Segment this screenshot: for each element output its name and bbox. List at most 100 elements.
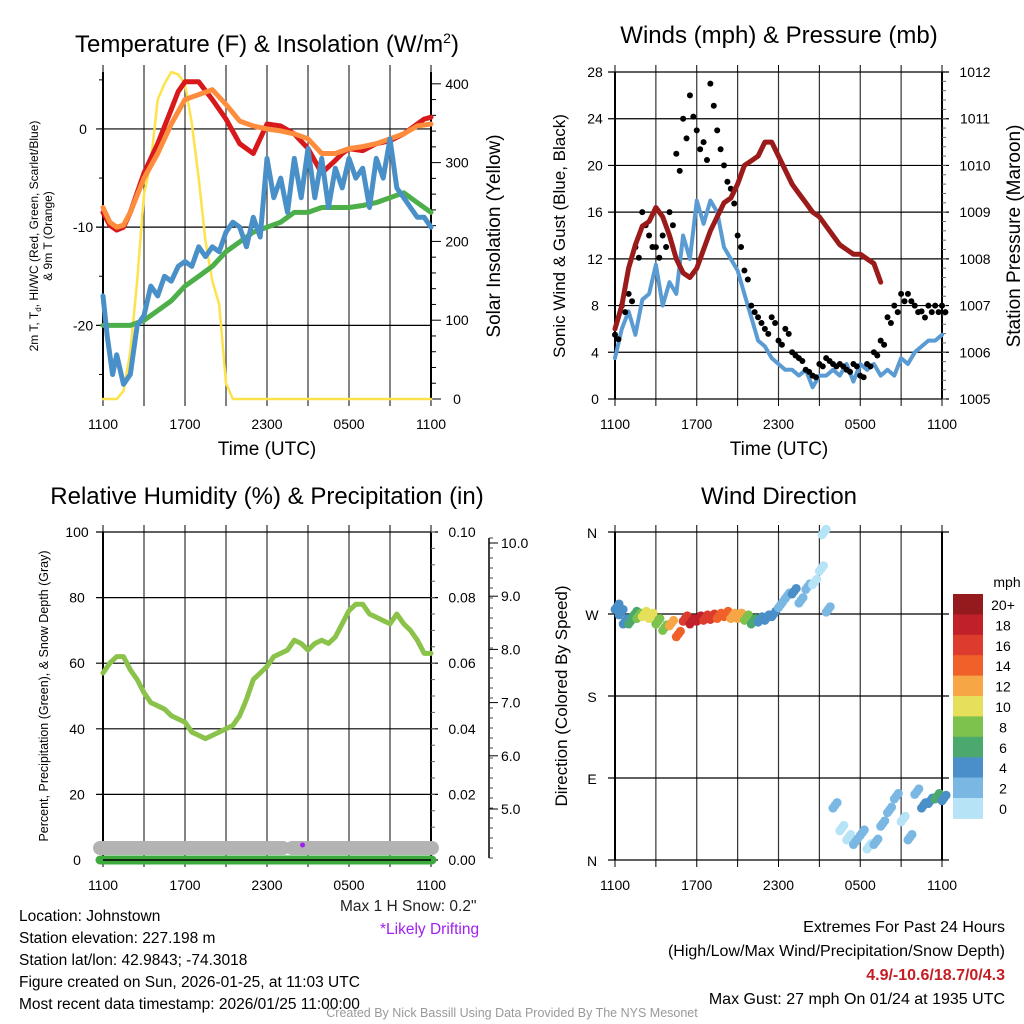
colorbar-label: 20+: [991, 597, 1015, 613]
extremes-subtitle: (High/Low/Max Wind/Precipitation/Snow De…: [667, 943, 1005, 960]
winds-y-tick-label: 8: [591, 298, 599, 314]
gust-point: [680, 115, 687, 122]
winds-y-tick-label: 4: [591, 344, 599, 360]
wind-direction-point: [655, 614, 665, 624]
gust-point: [847, 368, 854, 375]
gust-point: [748, 302, 755, 309]
wind-direction-point: [818, 561, 828, 571]
wind-direction-point: [907, 829, 917, 839]
gust-point: [707, 80, 714, 87]
colorbar-swatch: [953, 696, 983, 717]
humidity-y-tick-label: 40: [69, 721, 85, 737]
gust-point: [761, 325, 768, 332]
gust-point: [656, 254, 663, 261]
gust-point: [724, 178, 731, 185]
gust-point: [819, 363, 826, 370]
wind-direction-x-tick-label: 1100: [600, 877, 630, 893]
gust-point: [676, 167, 683, 174]
wind-direction-point: [880, 816, 890, 826]
wind-direction-point: [821, 524, 831, 534]
wind-direction-point: [825, 602, 835, 612]
humidity-x-tick-label: 0500: [333, 877, 364, 893]
gust-point: [772, 319, 779, 326]
wind-direction-y-tick-label: S: [587, 689, 596, 705]
precip-y2-tick-label: 0.04: [448, 721, 475, 737]
gust-point: [751, 309, 758, 316]
gust-point: [625, 290, 632, 297]
temperature-y-tick-label: 0: [79, 121, 87, 137]
wind-direction-point: [846, 829, 856, 839]
insolation-line: [101, 70, 433, 401]
wind-direction-point: [941, 790, 951, 800]
colorbar-swatch: [953, 634, 983, 656]
gust-point: [904, 290, 911, 297]
snow-depth-tick-label: 8.0: [501, 641, 521, 657]
max-gust: Max Gust: 27 mph On 01/24 at 1935 UTC: [708, 991, 1005, 1008]
colorbar-swatch: [953, 716, 983, 738]
gust-point: [894, 309, 901, 316]
snow-depth-tick-label: 10.0: [501, 535, 528, 551]
temperature-y2-tick-label: 400: [445, 76, 469, 92]
colorbar-label: 8: [999, 719, 1007, 735]
humidity-y-tick-label: 60: [69, 655, 85, 671]
gust-point: [744, 276, 751, 283]
gust-point: [939, 302, 945, 309]
gust-point: [901, 298, 908, 305]
gust-point: [666, 209, 673, 216]
pressure-y-label: Station Pressure (Maroon): [1004, 125, 1024, 348]
colorbar-swatch: [953, 777, 983, 799]
temperature-x-tick-label: 0500: [333, 416, 364, 432]
gust-point: [935, 309, 942, 316]
gust-point: [622, 309, 629, 316]
winds-x-tick-label: 1100: [600, 416, 630, 432]
wind-direction-x-tick-label: 1700: [681, 877, 712, 893]
winds-chart-title: Winds (mph) & Pressure (mb): [620, 22, 938, 49]
wind-direction-point: [812, 574, 822, 584]
gust-point: [898, 290, 905, 297]
temperature-y2-tick-label: 300: [445, 155, 469, 171]
data-timestamp: Most recent data timestamp: 2026/01/25 1…: [19, 996, 360, 1013]
temperature-y2-tick-label: 100: [445, 312, 469, 328]
temperature-x-tick-label: 1100: [416, 416, 446, 432]
wind-direction-point: [873, 834, 883, 844]
gust-point: [738, 243, 745, 250]
temperature-y2-tick-label: 0: [453, 391, 461, 407]
wind-direction-y-label: Direction (Colored By Speed): [552, 585, 571, 806]
gust-point: [646, 232, 653, 239]
sonic-wind-line: [613, 198, 944, 390]
gust-point: [911, 302, 918, 309]
humidity-x-tick-label: 1100: [416, 877, 446, 893]
winds-y-tick-label: 20: [587, 157, 603, 173]
gust-point: [891, 302, 898, 309]
colorbar-label: 12: [995, 679, 1011, 695]
colorbar-label: 10: [995, 699, 1011, 715]
humidity-y-tick-label: 80: [69, 590, 85, 606]
winds-x-label: Time (UTC): [729, 439, 829, 460]
colorbar-swatch: [953, 798, 983, 819]
gust-point: [765, 330, 772, 337]
colorbar-label: 18: [995, 617, 1011, 633]
temperature-y2-tick-label: 200: [445, 233, 469, 249]
colorbar-label: 16: [995, 638, 1011, 654]
humidity-y-tick-label: 20: [69, 786, 85, 802]
relative-humidity-line: [100, 601, 434, 742]
gust-point: [659, 232, 666, 239]
temperature-x-tick-label: 1100: [88, 416, 118, 432]
winds-y2-tick-label: 1007: [959, 298, 990, 314]
winds-y-label: Sonic Wind & Gust (Blue, Black): [550, 114, 569, 358]
gust-point: [635, 254, 642, 261]
wind-direction-x-tick-label: 2300: [763, 877, 794, 893]
extremes-panel: Extremes For Past 24 Hours (High/Low/Max…: [668, 916, 1005, 1012]
gust-point: [812, 374, 819, 381]
gust-point: [928, 309, 935, 316]
extremes-values: 4.9/-10.6/18.7/0/4.3: [866, 967, 1005, 984]
gust-point: [639, 209, 646, 216]
colorbar-swatch: [953, 614, 983, 636]
winds-y-tick-label: 12: [587, 251, 603, 267]
snow-depth-tick-label: 7.0: [501, 695, 521, 711]
colorbar-swatch: [953, 675, 983, 697]
colorbar-swatch: [953, 594, 983, 615]
gust-point: [921, 314, 928, 321]
wind-direction-point: [675, 626, 685, 636]
gust-point: [652, 244, 659, 251]
